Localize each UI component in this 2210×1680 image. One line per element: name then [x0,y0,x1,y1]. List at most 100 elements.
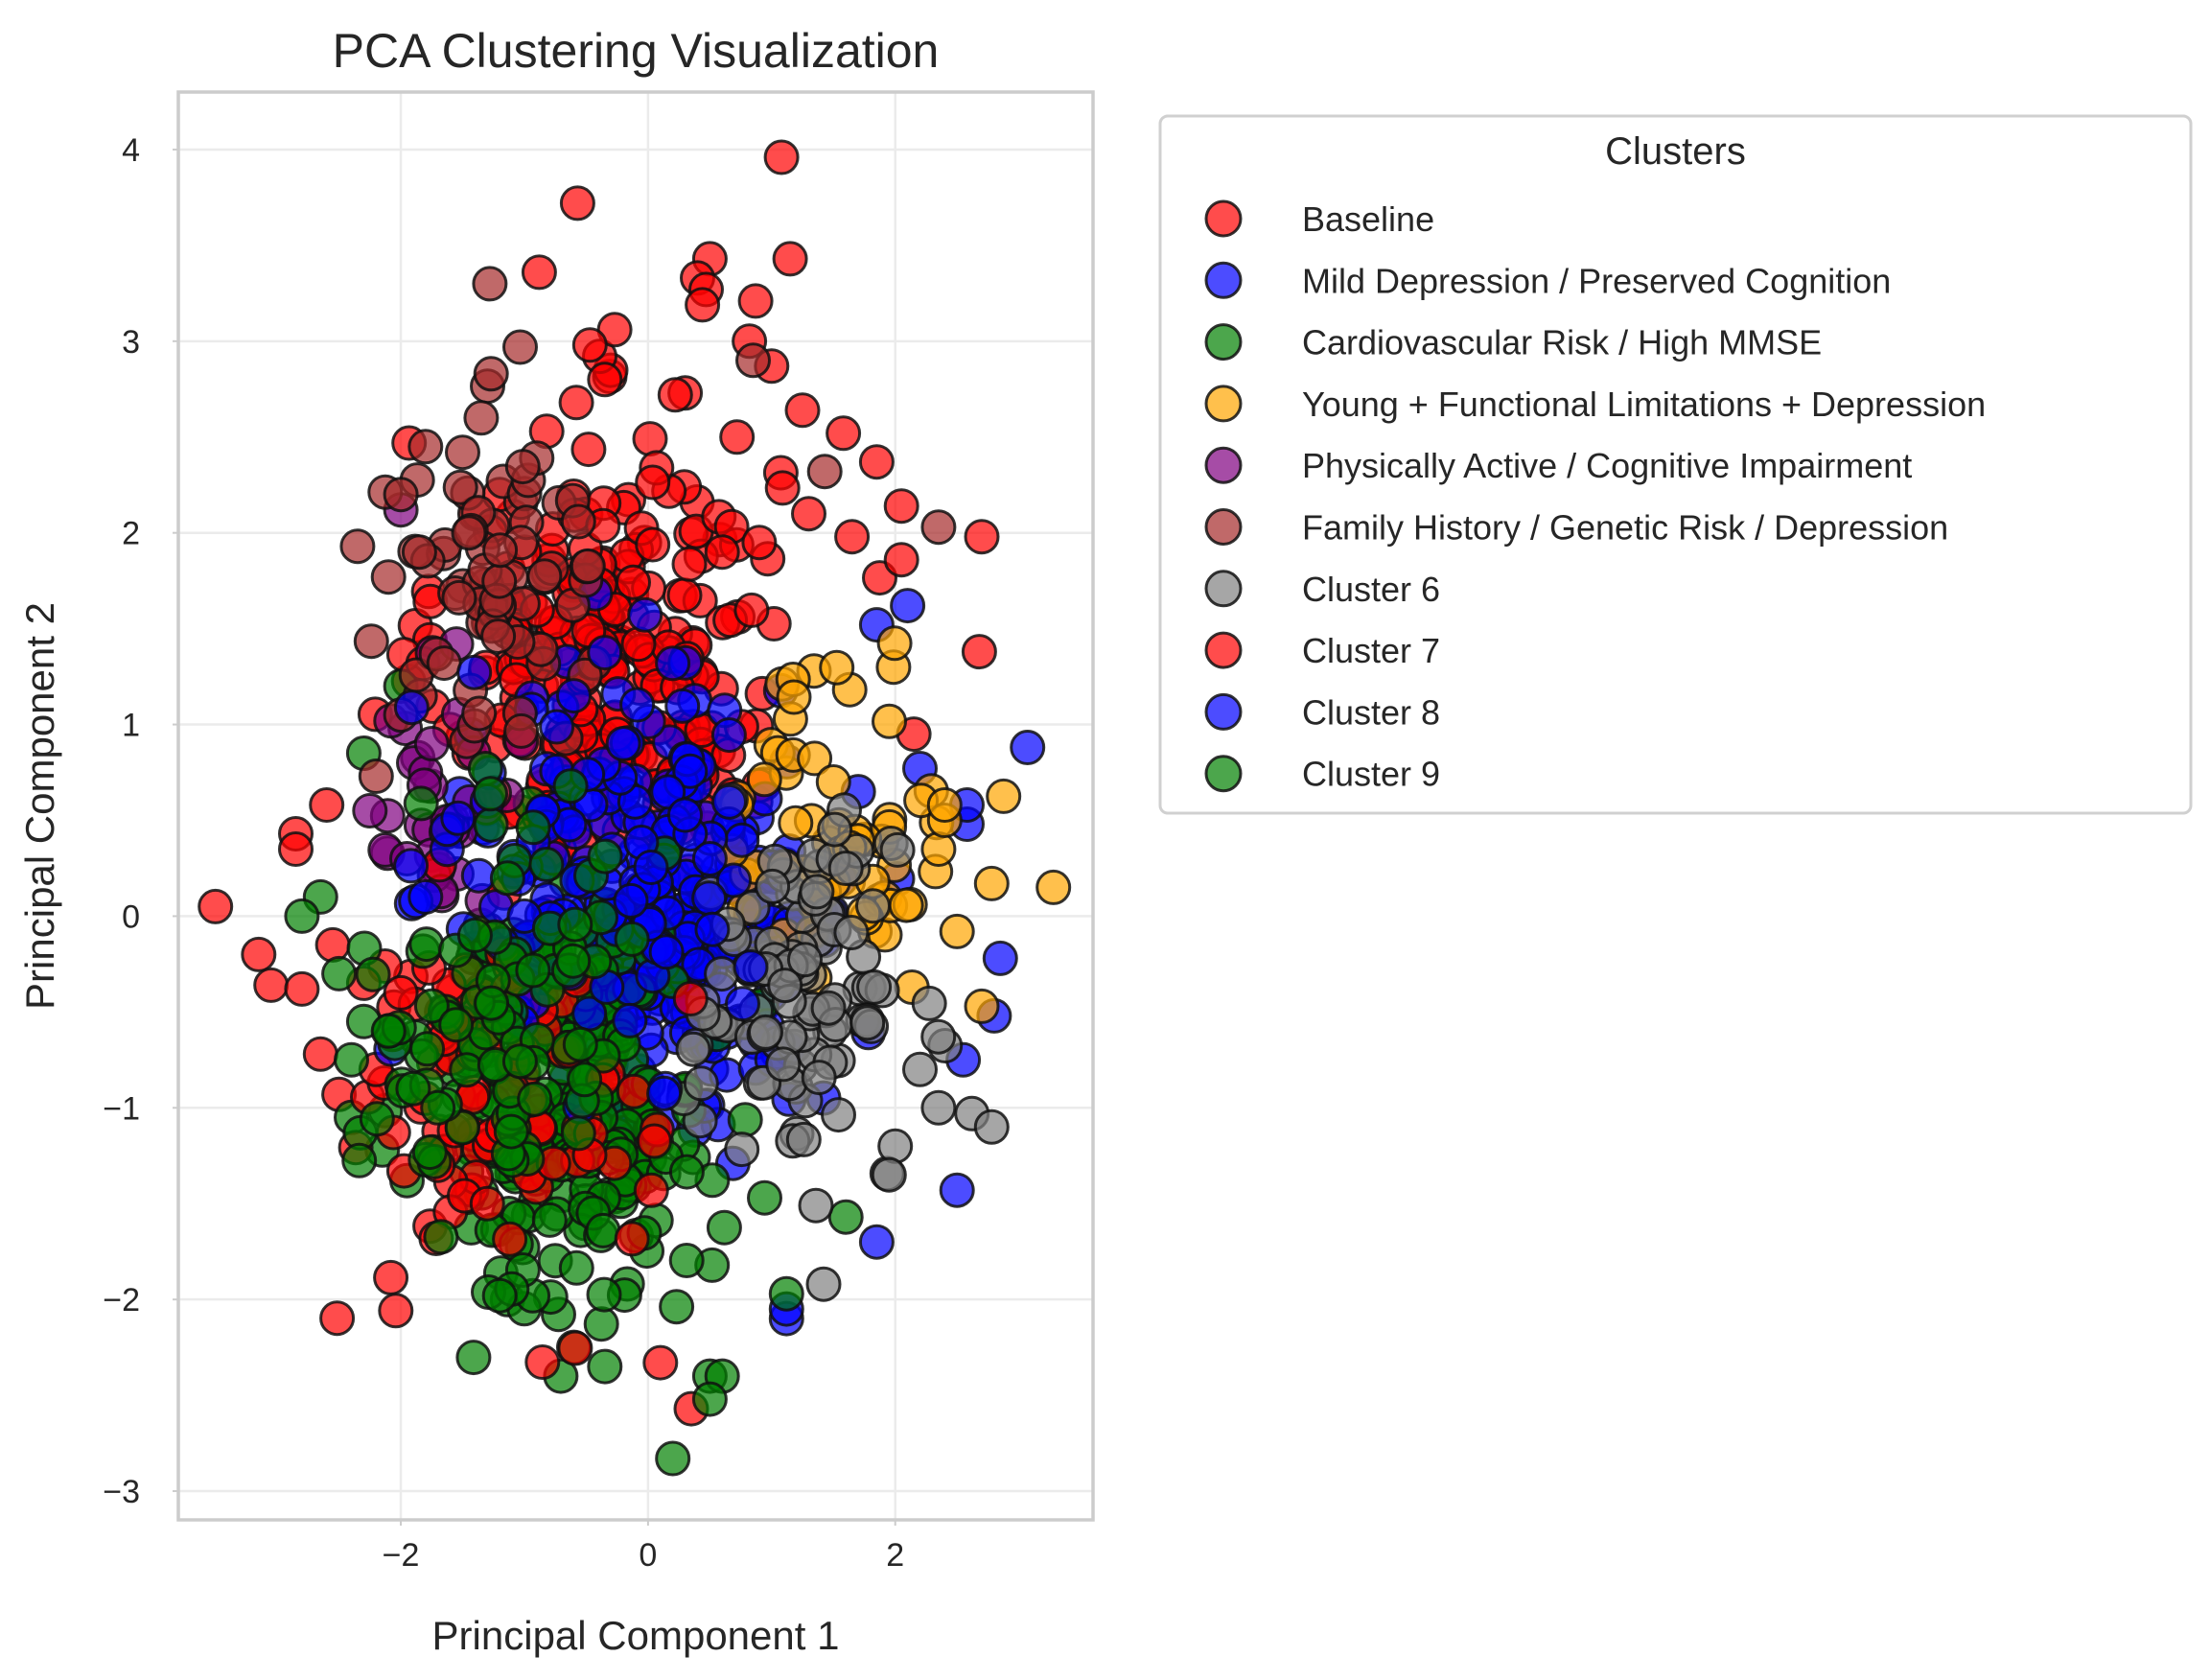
data-point [587,838,623,875]
axis-ticks: −2 0 2 −3 −2 −1 0 1 2 3 4 [103,132,904,1574]
data-point [776,679,812,715]
data-point [555,943,592,979]
data-point [877,1128,914,1164]
data-point [339,528,376,565]
data-point [675,1031,711,1067]
data-point [737,283,774,319]
data-point [719,419,756,455]
data-point [635,526,671,563]
data-point [926,787,963,823]
data-point [964,988,1000,1024]
data-point [558,1249,594,1286]
legend-item: Cardiovascular Risk / High MMSE [1204,323,1822,362]
data-point [902,1051,938,1087]
data-point [827,1199,864,1235]
legend-label: Cluster 7 [1302,631,1440,670]
legend-marker [1204,323,1243,362]
data-point [671,546,708,582]
data-point [797,740,833,777]
data-point [461,695,498,732]
data-point [920,1089,957,1126]
data-point [964,519,1000,555]
y-tick-label: −2 [103,1282,140,1318]
data-point [646,1075,683,1111]
data-point [668,1243,705,1278]
y-tick-label: −3 [103,1474,140,1510]
data-point [451,515,487,551]
data-point [481,1277,518,1314]
data-point [321,955,358,992]
data-point [939,913,975,949]
data-point [334,1041,369,1078]
data-point [570,432,607,468]
data-point [672,753,709,789]
data-point [655,1440,691,1477]
data-point [309,787,345,823]
data-point [445,434,480,471]
data-point [706,1209,742,1246]
data-point [469,1185,505,1222]
data-point [473,776,508,812]
data-point [685,287,721,323]
data-point [587,1348,623,1385]
data-point [668,1154,705,1190]
data-point [455,1340,492,1376]
data-point [420,1089,456,1126]
data-point [888,887,924,923]
data-point [768,1275,804,1312]
series-10 [321,751,650,1255]
data-point [583,1306,619,1342]
x-tick-label: 0 [639,1537,657,1574]
data-point [472,266,508,302]
data-point [552,768,589,805]
data-point [659,1289,695,1325]
y-tick-label: 0 [122,898,140,935]
data-point [493,1113,529,1150]
legend-item: Cluster 7 [1204,631,1440,670]
data-point [691,880,728,917]
legend-label: Young + Functional Limitations + Depress… [1302,385,1986,424]
data-point [413,726,450,761]
data-point [879,831,916,868]
legend: Clusters Baseline Mild Depression / Prese… [1158,114,2193,815]
data-point [278,831,314,867]
data-point [672,981,709,1016]
data-point [605,726,641,761]
data-point [423,1219,459,1255]
data-point [764,470,801,506]
data-point [683,1065,719,1102]
legend-items: Baseline Mild Depression / Preserved Cogn… [1204,199,1986,794]
data-point [352,793,388,828]
data-point [890,588,926,624]
data-point [473,356,509,392]
data-point [633,1172,669,1208]
data-point [403,785,439,822]
data-point [619,687,656,723]
data-point [806,454,843,490]
data-point [401,534,437,571]
data-point [694,911,731,947]
data-point [355,956,391,992]
y-axis-label: Principal Component 2 [17,602,62,1010]
legend-marker [1204,261,1243,299]
legend-label: Cardiovascular Risk / High MMSE [1302,323,1822,362]
x-tick-label: −2 [383,1537,420,1574]
x-tick-label: 2 [886,1537,904,1574]
data-point [359,1101,395,1137]
data-point [691,841,728,876]
data-point [370,1013,407,1049]
axes-frame [176,90,1095,1522]
data-point [633,850,669,885]
data-point [691,1381,728,1417]
data-point [778,805,814,841]
data-point [504,449,541,485]
data-point [939,1172,975,1208]
data-point [517,1081,553,1117]
data-point [748,1014,783,1050]
data-point [473,806,509,843]
legend-marker [1204,692,1243,731]
x-axis-label: Principal Component 1 [432,1613,840,1658]
data-point [727,1102,763,1138]
data-point [571,327,608,363]
data-point [733,592,770,628]
